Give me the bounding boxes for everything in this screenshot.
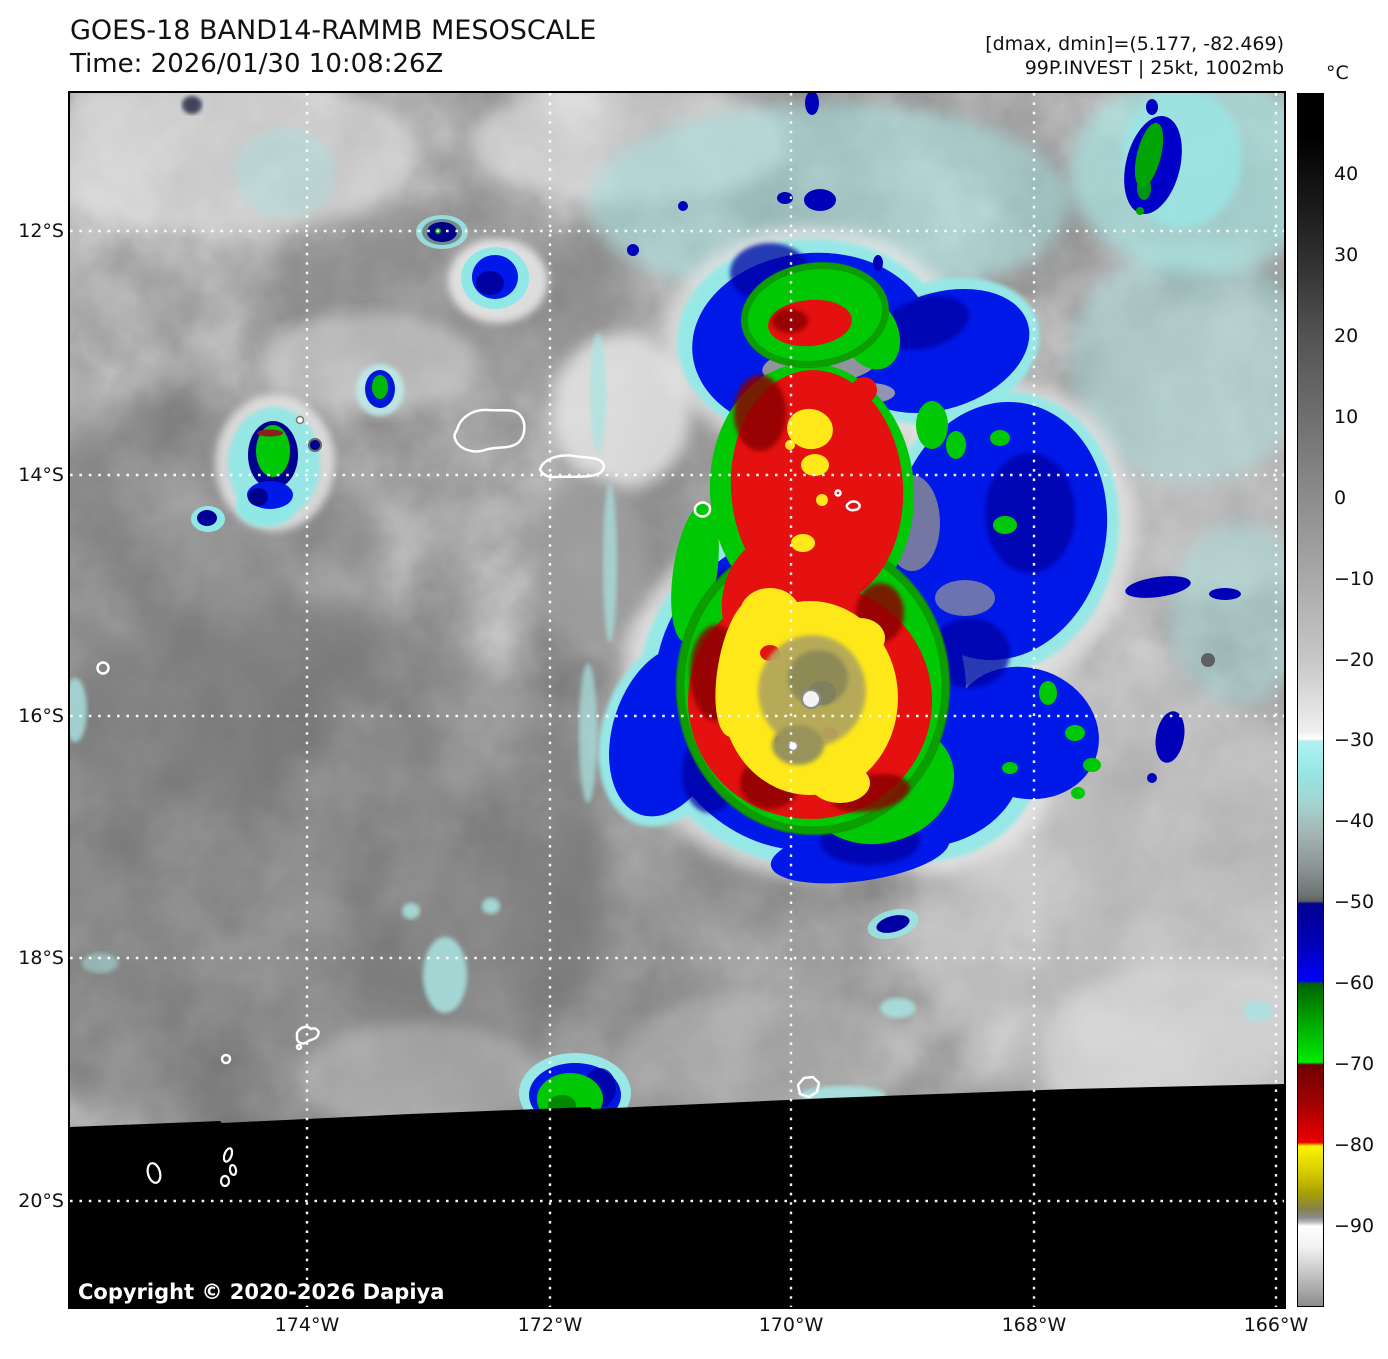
colorbar-unit-label: °C xyxy=(1326,62,1349,84)
colorbar-tick: −70 xyxy=(1334,1053,1375,1076)
colorbar-tick: 0 xyxy=(1334,486,1347,509)
latitude-label: 16°S xyxy=(18,705,64,727)
colorbar-tick: −80 xyxy=(1334,1134,1375,1157)
colorbar-tick: −20 xyxy=(1334,648,1375,671)
coastline-outlines xyxy=(96,408,861,1099)
longitude-label: 170°W xyxy=(758,1314,824,1336)
longitude-label: 166°W xyxy=(1243,1314,1309,1336)
northeast-corner-cell xyxy=(1122,93,1242,228)
no-data-region xyxy=(70,1084,1284,1307)
longitude-label: 168°W xyxy=(1001,1314,1067,1336)
colorbar-tick: −60 xyxy=(1334,972,1375,995)
longitude-label: 172°W xyxy=(517,1314,583,1336)
colorbar-tick: 10 xyxy=(1334,405,1359,428)
satellite-image xyxy=(70,93,1284,1307)
satellite-map xyxy=(68,91,1286,1309)
temperature-colorbar xyxy=(1297,93,1324,1307)
latitude-label: 14°S xyxy=(18,464,64,486)
storm-info-label: 99P.INVEST | 25kt, 1002mb xyxy=(1024,57,1284,79)
colorbar-tick: −30 xyxy=(1334,729,1375,752)
colorbar-tick: −50 xyxy=(1334,891,1375,914)
storm-system xyxy=(598,93,1241,940)
latitude-label: 20°S xyxy=(18,1190,64,1212)
coldest-cloud-top-speck xyxy=(801,689,821,709)
header-right: [dmax, dmin]=(5.177, -82.469) 99P.INVEST… xyxy=(985,32,1284,80)
colorbar-tick: 20 xyxy=(1334,324,1359,347)
colorbar-tick: 30 xyxy=(1334,243,1359,266)
timestamp-label: Time: 2026/01/30 10:08:26Z xyxy=(70,49,444,79)
latitude-label: 12°S xyxy=(18,220,64,242)
longitude-label: 174°W xyxy=(274,1314,340,1336)
latitude-label: 18°S xyxy=(18,947,64,969)
small-convective-cells xyxy=(191,215,548,532)
colorbar-tick: 40 xyxy=(1334,162,1359,185)
colorbar-tick: −40 xyxy=(1334,810,1375,833)
dmax-dmin-label: [dmax, dmin]=(5.177, -82.469) xyxy=(985,33,1284,55)
island-outlines-in-no-data xyxy=(146,1147,238,1188)
detached-cold-fragments xyxy=(627,93,1241,783)
copyright-label: Copyright © 2020-2026 Dapiya xyxy=(78,1280,445,1304)
page-title: GOES-18 BAND14-RAMMB MESOSCALE xyxy=(70,15,597,46)
colorbar-tick: −10 xyxy=(1334,567,1375,590)
colorbar-tick: −90 xyxy=(1334,1215,1375,1238)
